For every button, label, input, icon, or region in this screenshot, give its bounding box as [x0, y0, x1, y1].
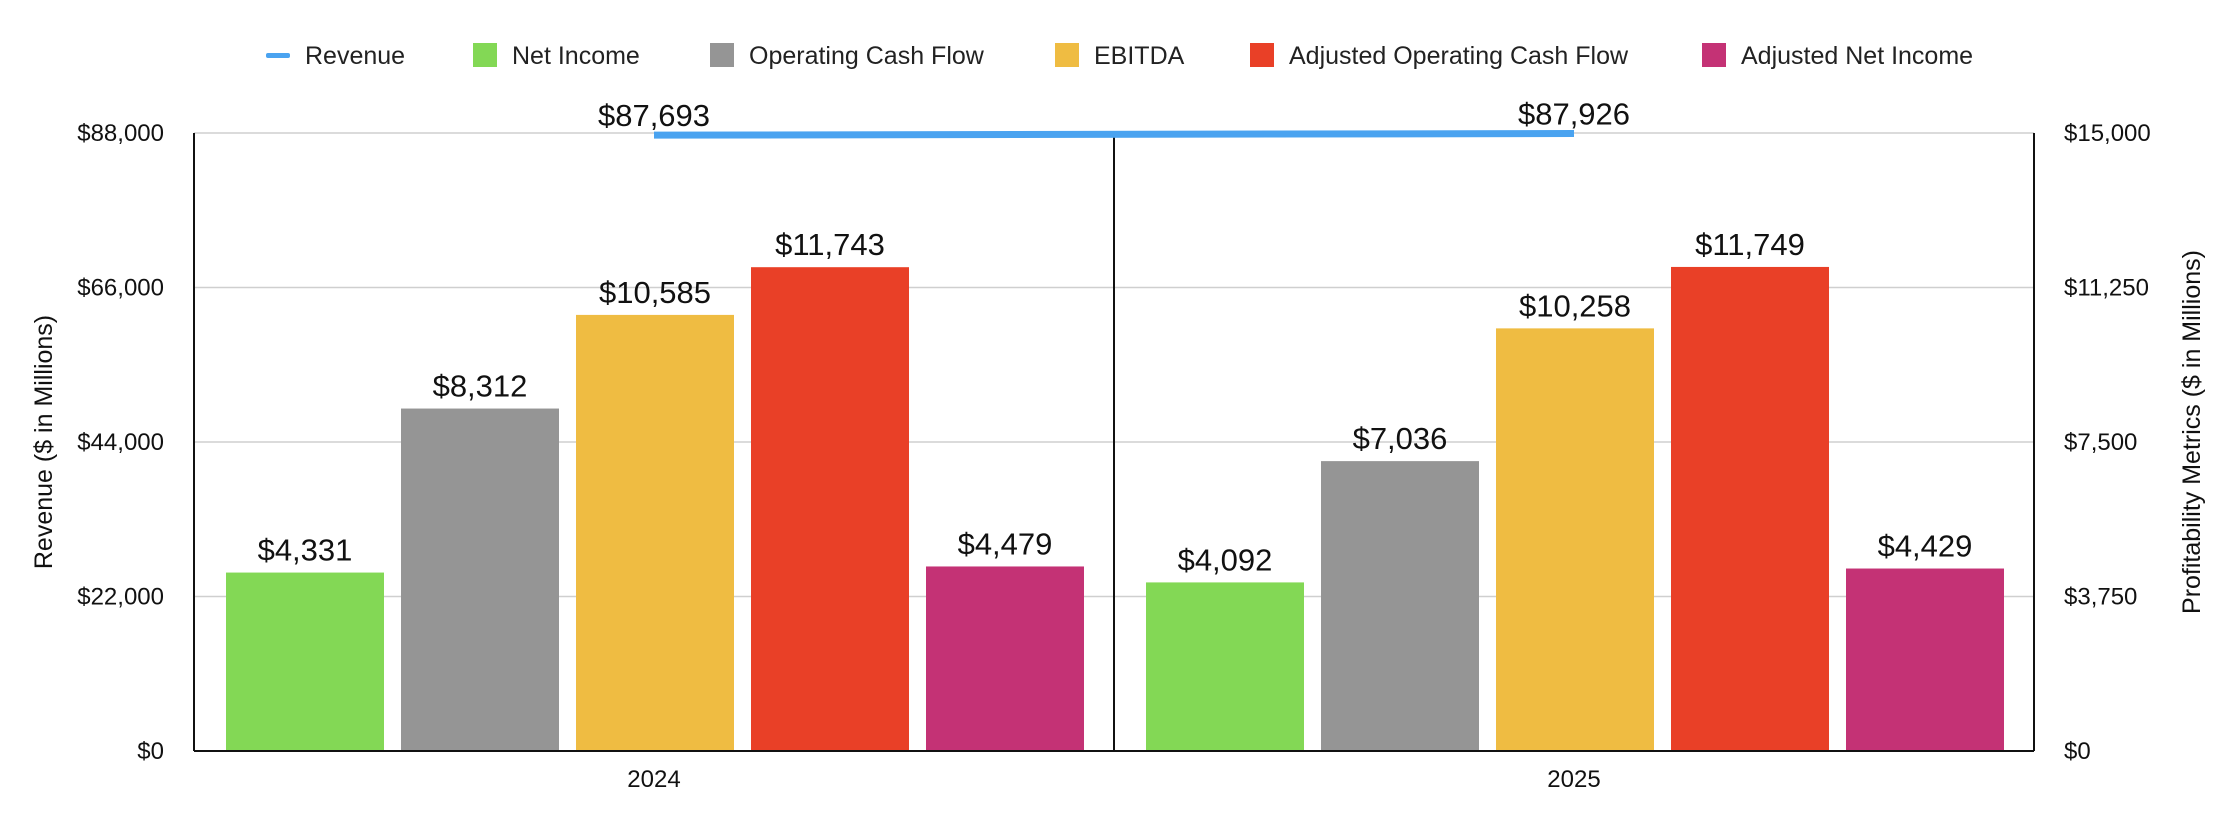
bar-value-label: $8,312 [433, 369, 528, 404]
x-tick-label: 2025 [1547, 766, 1600, 793]
x-tick-label: 2024 [627, 766, 680, 793]
bar-value-label: $4,331 [258, 533, 353, 568]
axes: $0 $22,000 $44,000 $66,000 $88,000 $0 $3,750 $7… [30, 120, 2206, 793]
bar-adjusted-operating-cash-flow [751, 267, 909, 751]
bar-value-label: $4,092 [1178, 542, 1273, 577]
left-axis-title: Revenue ($ in Millions) [30, 315, 58, 569]
bar-ebitda [1496, 328, 1654, 751]
right-tick-label: $7,500 [2064, 429, 2137, 456]
legend: Revenue Net Income Operating Cash Flow EBIT… [266, 42, 1973, 70]
legend-label-adjusted-net-income: Adjusted Net Income [1741, 42, 1973, 70]
right-axis-title: Profitability Metrics ($ in Millions) [2178, 250, 2206, 614]
legend-swatch-operating-cash-flow [710, 43, 734, 67]
revenue-line [653, 130, 1575, 139]
bar-value-label: $10,585 [599, 275, 711, 310]
bar-value-label: $7,036 [1353, 421, 1448, 456]
bar-adjusted-net-income [926, 566, 1084, 751]
left-tick-label: $44,000 [77, 429, 164, 456]
data-labels: $4,331 $8,312 $10,585 $11,743 $4,479 $4,092 $7… [258, 97, 1973, 578]
right-tick-label: $3,750 [2064, 584, 2137, 611]
bar-operating-cash-flow [1321, 461, 1479, 751]
legend-label-net-income: Net Income [512, 42, 640, 70]
bar-value-label: $4,479 [958, 526, 1053, 561]
bar-value-label: $10,258 [1519, 288, 1631, 323]
left-tick-label: $22,000 [77, 584, 164, 611]
right-tick-label: $15,000 [2064, 120, 2151, 147]
bar-net-income [226, 572, 384, 751]
legend-label-ebitda: EBITDA [1094, 42, 1185, 70]
legend-swatch-adjusted-operating-cash-flow [1250, 43, 1274, 67]
right-tick-label: $11,250 [2064, 275, 2149, 302]
line-revenue [653, 130, 1575, 139]
left-tick-label: $66,000 [77, 275, 164, 302]
line-value-label: $87,693 [598, 98, 710, 133]
left-tick-label: $0 [137, 738, 164, 765]
legend-label-revenue: Revenue [305, 42, 405, 70]
left-tick-label: $88,000 [77, 120, 164, 147]
legend-swatch-net-income [473, 43, 497, 67]
bar-net-income [1146, 582, 1304, 751]
legend-label-adjusted-operating-cash-flow: Adjusted Operating Cash Flow [1289, 42, 1629, 70]
line-value-label: $87,926 [1518, 97, 1630, 132]
bar-value-label: $4,429 [1878, 529, 1973, 564]
bar-value-label: $11,743 [775, 227, 885, 262]
legend-swatch-ebitda [1055, 43, 1079, 67]
bar-operating-cash-flow [401, 408, 559, 751]
legend-swatch-adjusted-net-income [1702, 43, 1726, 67]
legend-swatch-revenue [266, 53, 290, 58]
bar-adjusted-net-income [1846, 568, 2004, 751]
right-tick-label: $0 [2064, 738, 2091, 765]
bar-ebitda [576, 314, 734, 751]
bars [226, 266, 2004, 751]
bar-adjusted-operating-cash-flow [1671, 266, 1829, 751]
legend-label-operating-cash-flow: Operating Cash Flow [749, 42, 985, 70]
bar-value-label: $11,749 [1695, 227, 1805, 262]
